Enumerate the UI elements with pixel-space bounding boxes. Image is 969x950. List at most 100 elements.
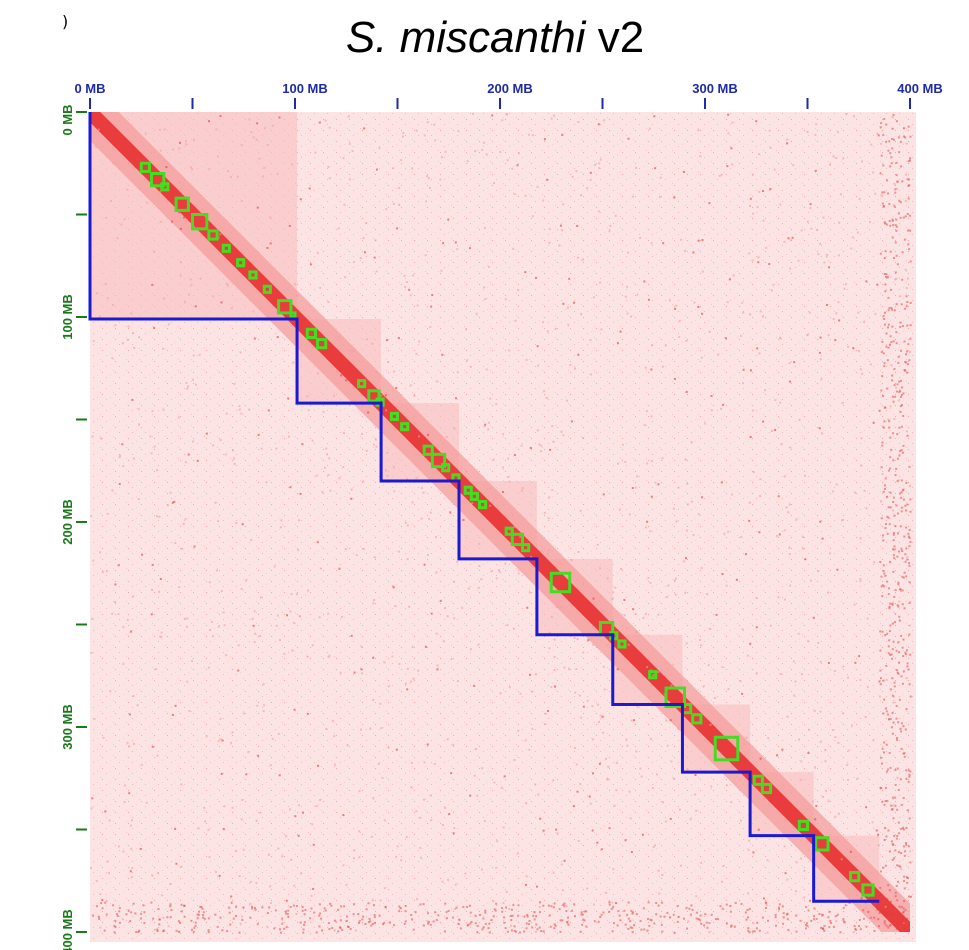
contact-pixel — [297, 804, 300, 807]
contact-pixel — [326, 453, 329, 456]
contact-pixel — [360, 728, 363, 731]
contact-pixel — [661, 457, 664, 460]
contact-pixel — [415, 453, 418, 456]
contact-pixel — [408, 288, 411, 291]
contact-pixel — [654, 844, 657, 847]
contact-pixel — [909, 229, 912, 232]
contact-pixel — [650, 919, 653, 922]
contact-pixel — [884, 283, 887, 286]
contact-pixel — [900, 590, 903, 593]
contact-pixel — [883, 257, 886, 260]
contact-pixel — [513, 925, 516, 928]
contact-pixel — [812, 918, 815, 921]
tad-box — [160, 182, 170, 192]
contact-pixel — [813, 766, 816, 769]
contact-pixel — [861, 160, 864, 163]
contact-pixel — [825, 789, 828, 792]
contact-pixel — [901, 251, 904, 254]
contact-pixel — [871, 821, 874, 824]
contact-pixel — [405, 281, 408, 284]
contact-pixel — [253, 641, 256, 644]
contact-pixel — [650, 495, 653, 498]
contact-pixel — [488, 922, 491, 925]
contact-pixel — [342, 864, 345, 867]
contact-pixel — [901, 180, 904, 183]
contact-pixel — [169, 905, 172, 908]
contact-pixel — [207, 929, 210, 932]
contact-pixel — [124, 784, 127, 787]
contact-pixel — [373, 904, 376, 907]
contact-pixel — [749, 436, 752, 439]
contact-pixel — [818, 351, 821, 354]
contact-pixel — [806, 220, 809, 223]
contact-pixel — [340, 905, 343, 908]
contact-pixel — [551, 488, 554, 491]
contact-pixel — [539, 901, 542, 904]
contact-pixel — [891, 602, 894, 605]
contact-pixel — [232, 449, 235, 452]
contact-pixel — [887, 418, 890, 421]
contact-pixel — [194, 924, 197, 927]
contact-pixel — [538, 443, 541, 446]
contact-pixel — [549, 448, 552, 451]
contact-pixel — [199, 905, 202, 908]
contact-pixel — [160, 636, 163, 639]
contact-pixel — [820, 926, 823, 929]
contact-pixel — [611, 930, 614, 933]
contact-pixel — [700, 644, 703, 647]
contact-pixel — [891, 219, 894, 222]
contact-pixel — [647, 576, 650, 579]
contact-pixel — [640, 928, 643, 931]
contact-pixel — [904, 360, 907, 363]
contact-pixel — [209, 628, 212, 631]
contact-pixel — [365, 338, 368, 341]
contact-pixel — [628, 513, 631, 516]
contact-pixel — [809, 899, 812, 902]
contact-pixel — [898, 380, 901, 383]
contact-pixel — [429, 794, 432, 797]
contact-pixel — [740, 535, 743, 538]
contact-pixel — [281, 855, 284, 858]
contact-pixel — [292, 904, 295, 907]
chart-title: S. miscanthi v2 — [0, 10, 969, 66]
contact-pixel — [320, 917, 323, 920]
contact-pixel — [907, 178, 910, 181]
contact-pixel — [882, 712, 885, 715]
contact-pixel — [122, 850, 125, 853]
contact-pixel — [365, 222, 368, 225]
contact-pixel — [302, 928, 305, 931]
contact-pixel — [887, 829, 890, 832]
contact-pixel — [159, 149, 162, 152]
contact-pixel — [872, 421, 875, 424]
contact-pixel — [542, 904, 545, 907]
contact-pixel — [478, 913, 481, 916]
contact-pixel — [859, 368, 862, 371]
contact-pixel — [675, 520, 678, 523]
contact-pixel — [905, 708, 908, 711]
contact-pixel — [747, 929, 750, 932]
contact-pixel — [883, 741, 886, 744]
contact-pixel — [902, 845, 905, 848]
contact-pixel — [269, 885, 272, 888]
contact-pixel — [608, 230, 611, 233]
contact-pixel — [657, 613, 660, 616]
contact-pixel — [841, 519, 844, 522]
contact-pixel — [827, 800, 830, 803]
contact-pixel — [730, 147, 733, 150]
contact-pixel — [98, 315, 101, 318]
contact-pixel — [731, 493, 734, 496]
contact-pixel — [895, 218, 898, 221]
contact-pixel — [136, 704, 139, 707]
contact-pixel — [400, 159, 403, 162]
contact-pixel — [271, 124, 274, 127]
contact-pixel — [379, 899, 382, 902]
contact-pixel — [552, 906, 555, 909]
contact-pixel — [180, 783, 183, 786]
contact-pixel — [414, 422, 417, 425]
contact-pixel — [553, 669, 556, 672]
contact-pixel — [887, 309, 890, 312]
contact-pixel — [676, 920, 679, 923]
contact-pixel — [906, 923, 909, 926]
contact-pixel — [346, 744, 349, 747]
contact-pixel — [869, 916, 872, 919]
